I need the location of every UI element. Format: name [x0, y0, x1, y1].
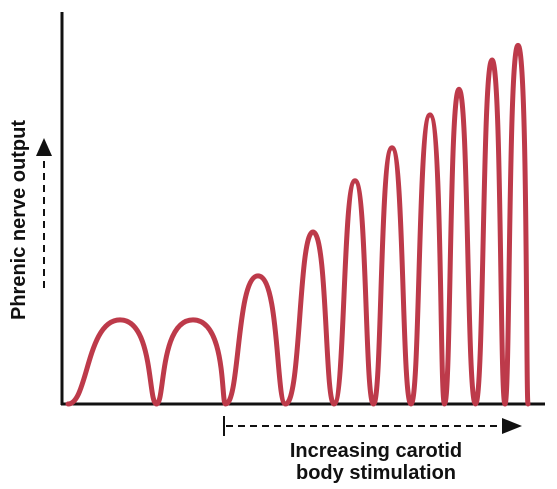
- phrenic-burst-trace: [65, 42, 531, 407]
- x-axis-label-line1: Increasing carotid: [290, 440, 462, 462]
- y-axis-arrow-head-icon: [36, 138, 52, 156]
- x-axis-label-line2: body stimulation: [296, 462, 456, 484]
- y-axis-label: Phrenic nerve output: [8, 120, 30, 320]
- x-axis-arrow-head-icon: [502, 418, 522, 434]
